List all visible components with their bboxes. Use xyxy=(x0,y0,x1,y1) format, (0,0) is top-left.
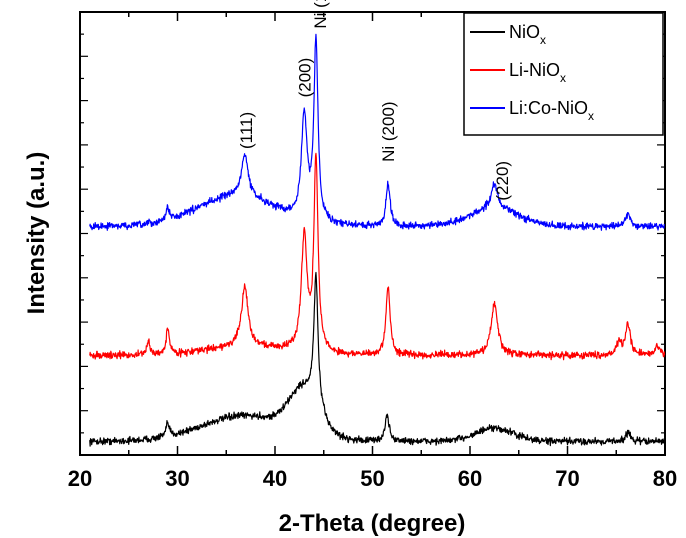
x-tick-label: 80 xyxy=(653,466,677,491)
x-tick-label: 30 xyxy=(165,466,189,491)
x-tick-label: 50 xyxy=(360,466,384,491)
legend-entry: Li-NiOx xyxy=(509,60,566,85)
x-tick-label: 60 xyxy=(458,466,482,491)
x-tick-label: 20 xyxy=(68,466,92,491)
legend-entry: Li:Co-NiOx xyxy=(509,98,594,123)
peak-label: (220) xyxy=(493,161,512,201)
legend-items: NiOx Li-NiOx Li:Co-NiOx xyxy=(470,22,594,123)
series-line xyxy=(89,271,666,447)
x-tick-label: 40 xyxy=(263,466,287,491)
legend-entry: NiOx xyxy=(509,22,546,47)
series-lines xyxy=(89,33,666,447)
legend-box xyxy=(463,12,664,136)
legend: NiOx Li-NiOx Li:Co-NiOx xyxy=(463,12,664,136)
peak-label: Ni (200) xyxy=(379,101,398,161)
peak-label: (111) xyxy=(237,112,256,149)
series-line xyxy=(89,152,666,361)
tick-labels: 20 30 40 50 60 70 80 xyxy=(68,466,677,491)
y-axis-title: Intensity (a.u.) xyxy=(23,152,50,315)
x-tick-label: 70 xyxy=(555,466,579,491)
peak-label: (200) xyxy=(295,58,314,98)
x-axis-title: 2-Theta (degree) xyxy=(279,510,466,537)
peak-label: Ni (111) xyxy=(311,0,330,29)
series-line xyxy=(89,33,665,231)
peak-labels: (111) (200) Ni (111) Ni (200) (220) xyxy=(237,0,512,201)
